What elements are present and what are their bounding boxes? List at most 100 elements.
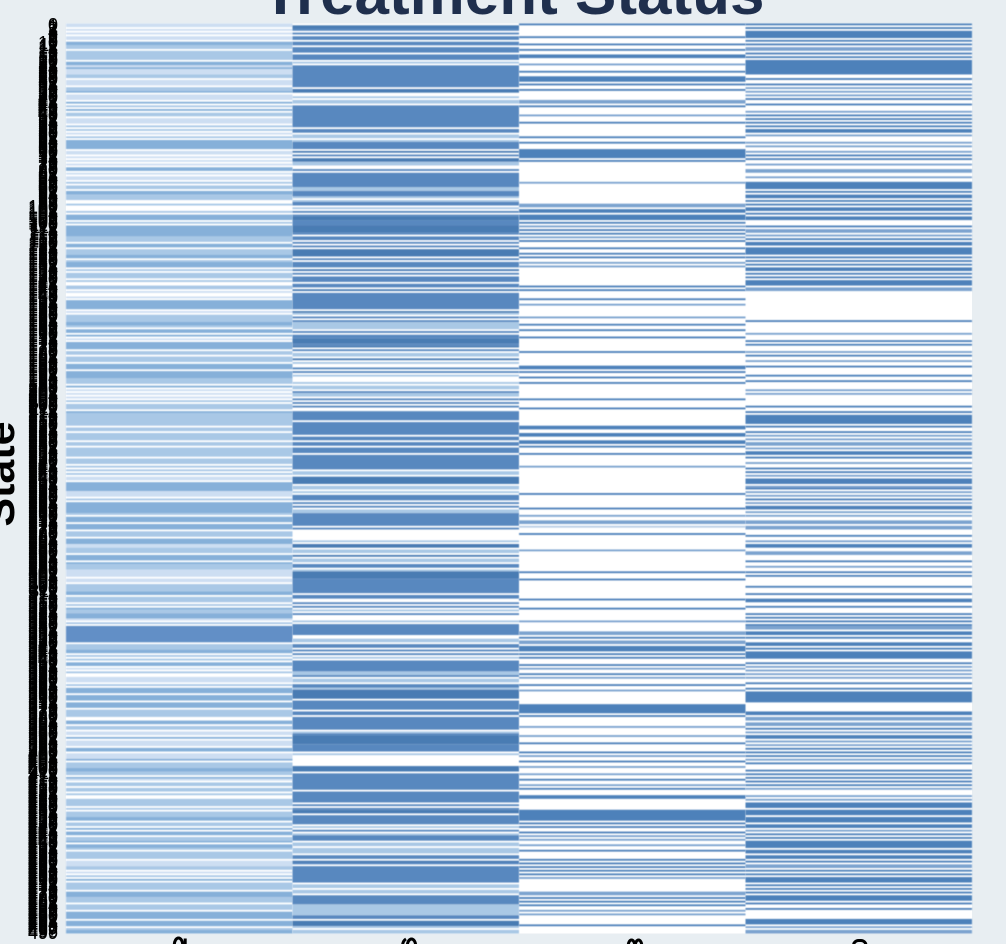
svg-text:126: 126 [28, 244, 58, 264]
svg-text:310: 310 [28, 579, 58, 599]
svg-text:131: 131 [28, 253, 58, 273]
svg-text:110: 110 [29, 215, 58, 235]
svg-text:423: 423 [28, 785, 58, 805]
svg-text:103: 103 [28, 202, 58, 222]
svg-text:129: 129 [28, 250, 58, 270]
svg-text:385: 385 [28, 716, 58, 736]
svg-text:35: 35 [38, 79, 58, 99]
svg-text:478: 478 [28, 885, 58, 905]
svg-text:192: 192 [28, 364, 58, 384]
svg-text:499: 499 [28, 923, 58, 943]
svg-text:46: 46 [38, 99, 58, 119]
svg-text:349: 349 [28, 650, 58, 670]
svg-text:365: 365 [28, 679, 58, 699]
svg-text:54: 54 [38, 113, 58, 133]
svg-text:466: 466 [28, 863, 58, 883]
svg-text:284: 284 [28, 532, 58, 552]
svg-text:154: 154 [28, 295, 58, 315]
svg-text:302: 302 [28, 565, 58, 585]
svg-text:45: 45 [38, 97, 58, 117]
svg-text:282: 282 [28, 528, 58, 548]
svg-text:68: 68 [38, 139, 58, 159]
svg-text:15: 15 [38, 42, 58, 62]
svg-text:350: 350 [28, 652, 58, 672]
svg-text:74: 74 [38, 150, 58, 170]
svg-text:109: 109 [28, 213, 58, 233]
svg-text:253: 253 [28, 475, 58, 495]
svg-text:376: 376 [28, 699, 58, 719]
svg-text:483: 483 [28, 894, 58, 914]
svg-text:470: 470 [28, 870, 58, 890]
svg-text:70: 70 [38, 142, 58, 162]
svg-text:342: 342 [28, 637, 58, 657]
svg-text:361: 361 [28, 672, 58, 692]
svg-text:395: 395 [28, 734, 58, 754]
svg-text:125: 125 [28, 242, 58, 262]
svg-text:323: 323 [28, 603, 58, 623]
svg-text:219: 219 [28, 413, 58, 433]
svg-text:147: 147 [28, 282, 58, 302]
svg-text:60: 60 [38, 124, 58, 144]
svg-text:309: 309 [28, 577, 58, 597]
svg-text:412: 412 [28, 765, 58, 785]
svg-text:221: 221 [28, 417, 58, 437]
svg-text:498: 498 [28, 921, 58, 941]
svg-text:173: 173 [28, 330, 58, 350]
svg-text:494: 494 [28, 914, 58, 934]
svg-text:33: 33 [38, 75, 58, 95]
svg-text:204: 204 [28, 386, 58, 406]
svg-text:24: 24 [38, 59, 58, 79]
svg-text:41: 41 [38, 90, 58, 110]
svg-text:457: 457 [28, 847, 58, 867]
svg-text:146: 146 [28, 281, 58, 301]
svg-text:23: 23 [38, 57, 58, 77]
svg-text:225: 225 [28, 424, 58, 444]
svg-text:468: 468 [28, 867, 58, 887]
svg-text:405: 405 [28, 752, 58, 772]
svg-text:137: 137 [28, 264, 58, 284]
svg-text:363: 363 [28, 676, 58, 696]
svg-text:57: 57 [38, 119, 58, 139]
svg-text:286: 286 [28, 535, 58, 555]
svg-text:187: 187 [28, 355, 58, 375]
svg-text:475: 475 [28, 879, 58, 899]
svg-text:26: 26 [38, 62, 58, 82]
svg-text:287: 287 [28, 537, 58, 557]
svg-text:293: 293 [28, 548, 58, 568]
svg-text:108: 108 [28, 211, 58, 231]
svg-text:153: 153 [28, 293, 58, 313]
svg-text:183: 183 [28, 348, 58, 368]
svg-text:67: 67 [38, 137, 58, 157]
svg-text:382: 382 [28, 710, 58, 730]
svg-text:396: 396 [28, 736, 58, 756]
svg-text:220: 220 [28, 415, 58, 435]
svg-text:170: 170 [28, 324, 58, 344]
svg-text:476: 476 [28, 881, 58, 901]
svg-text:42: 42 [38, 91, 58, 111]
svg-text:120: 120 [28, 233, 58, 253]
svg-text:199: 199 [28, 377, 58, 397]
svg-text:55: 55 [38, 115, 58, 135]
svg-text:229: 229 [28, 432, 58, 452]
svg-text:414: 414 [28, 768, 58, 788]
svg-text:159: 159 [28, 304, 58, 324]
svg-text:378: 378 [28, 703, 58, 723]
svg-text:240: 240 [28, 452, 58, 472]
svg-text:492: 492 [28, 910, 58, 930]
svg-text:388: 388 [28, 721, 58, 741]
svg-text:181: 181 [28, 344, 58, 364]
svg-text:156: 156 [28, 299, 58, 319]
svg-text:387: 387 [28, 719, 58, 739]
svg-text:301: 301 [28, 563, 58, 583]
svg-text:135: 135 [28, 261, 58, 281]
svg-text:335: 335 [28, 625, 58, 645]
svg-text:346: 346 [28, 645, 58, 665]
svg-text:329: 329 [28, 614, 58, 634]
svg-text:281: 281 [28, 526, 58, 546]
svg-text:81: 81 [38, 162, 58, 182]
svg-text:404: 404 [28, 750, 58, 770]
svg-text:80: 80 [38, 161, 58, 181]
svg-text:107: 107 [28, 210, 58, 230]
svg-text:372: 372 [28, 692, 58, 712]
svg-text:144: 144 [28, 277, 58, 297]
